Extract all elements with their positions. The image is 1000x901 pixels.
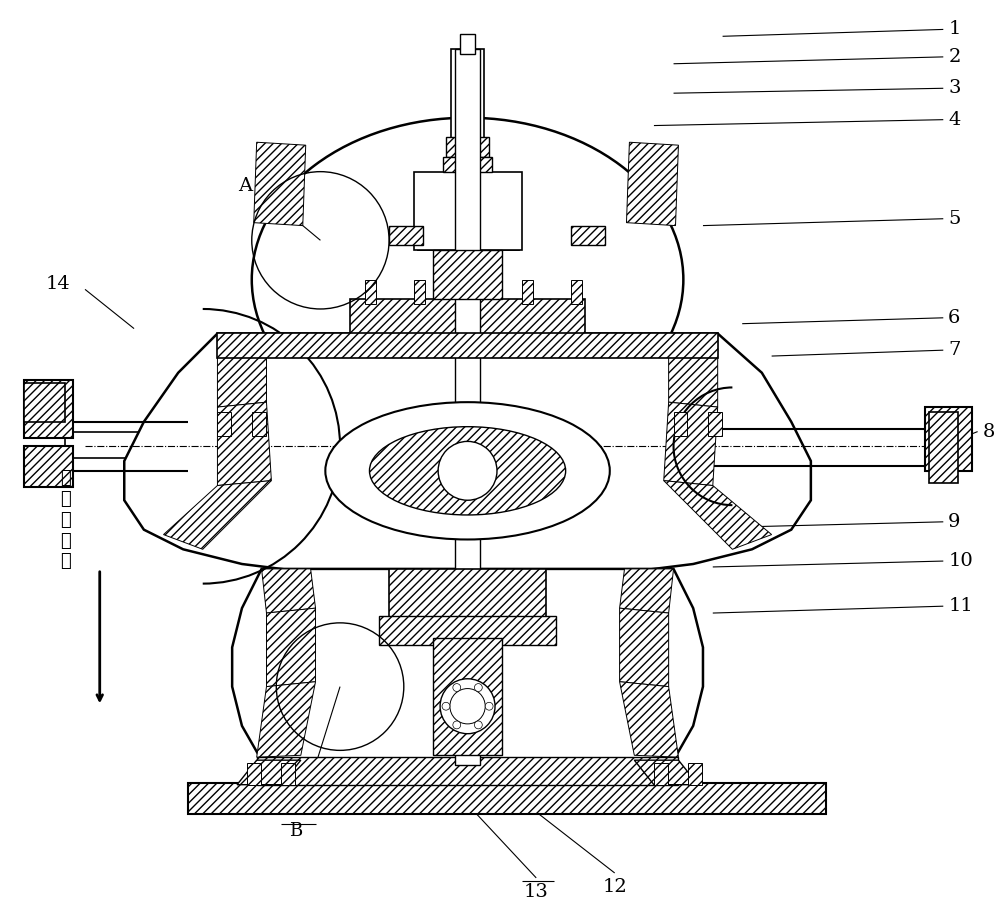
Polygon shape bbox=[188, 783, 826, 815]
Polygon shape bbox=[262, 569, 316, 613]
Polygon shape bbox=[674, 412, 687, 435]
Polygon shape bbox=[620, 682, 678, 757]
Polygon shape bbox=[634, 760, 698, 785]
Polygon shape bbox=[124, 333, 811, 578]
Polygon shape bbox=[708, 412, 722, 435]
Polygon shape bbox=[433, 250, 502, 299]
Polygon shape bbox=[626, 142, 678, 225]
Text: 5: 5 bbox=[948, 210, 961, 228]
Polygon shape bbox=[389, 225, 423, 245]
Text: 14: 14 bbox=[46, 276, 70, 294]
Polygon shape bbox=[247, 763, 261, 785]
Text: A: A bbox=[238, 177, 252, 196]
Polygon shape bbox=[925, 407, 972, 471]
Polygon shape bbox=[252, 412, 266, 435]
Polygon shape bbox=[620, 608, 669, 687]
Polygon shape bbox=[281, 763, 295, 785]
Circle shape bbox=[453, 684, 461, 691]
Polygon shape bbox=[433, 638, 502, 755]
Polygon shape bbox=[163, 480, 271, 550]
Polygon shape bbox=[443, 157, 492, 172]
Polygon shape bbox=[571, 225, 605, 245]
Polygon shape bbox=[232, 569, 703, 760]
Circle shape bbox=[474, 684, 482, 691]
Polygon shape bbox=[379, 616, 556, 645]
Polygon shape bbox=[24, 379, 73, 439]
Polygon shape bbox=[522, 279, 533, 304]
Polygon shape bbox=[257, 682, 316, 757]
Polygon shape bbox=[24, 446, 73, 487]
Circle shape bbox=[485, 702, 493, 710]
Polygon shape bbox=[460, 34, 475, 54]
Circle shape bbox=[450, 688, 485, 724]
Polygon shape bbox=[389, 569, 546, 618]
Polygon shape bbox=[65, 432, 198, 458]
Ellipse shape bbox=[325, 402, 610, 540]
Polygon shape bbox=[217, 333, 266, 407]
Text: 8: 8 bbox=[983, 423, 995, 441]
Polygon shape bbox=[571, 279, 582, 304]
Text: 2: 2 bbox=[948, 48, 961, 66]
Text: 4: 4 bbox=[948, 111, 961, 129]
Ellipse shape bbox=[252, 118, 683, 441]
Polygon shape bbox=[654, 763, 668, 785]
Polygon shape bbox=[266, 608, 316, 687]
Polygon shape bbox=[414, 279, 425, 304]
Polygon shape bbox=[350, 299, 585, 348]
Polygon shape bbox=[417, 172, 519, 250]
Circle shape bbox=[440, 678, 495, 733]
Text: 1: 1 bbox=[948, 21, 961, 39]
Text: 7: 7 bbox=[948, 341, 961, 359]
Circle shape bbox=[474, 721, 482, 729]
Circle shape bbox=[453, 721, 461, 729]
Polygon shape bbox=[451, 49, 484, 167]
Text: 12: 12 bbox=[602, 878, 627, 896]
Polygon shape bbox=[414, 172, 522, 250]
Polygon shape bbox=[620, 569, 674, 613]
Polygon shape bbox=[929, 412, 958, 483]
Polygon shape bbox=[237, 760, 301, 785]
Polygon shape bbox=[669, 333, 718, 407]
Polygon shape bbox=[217, 412, 231, 435]
Polygon shape bbox=[455, 49, 480, 765]
Polygon shape bbox=[688, 763, 702, 785]
Polygon shape bbox=[257, 757, 678, 785]
Text: 超
重
力
方
向: 超 重 力 方 向 bbox=[60, 469, 71, 570]
Polygon shape bbox=[24, 383, 65, 422]
Polygon shape bbox=[664, 402, 718, 486]
Circle shape bbox=[442, 702, 450, 710]
Polygon shape bbox=[217, 333, 718, 358]
Polygon shape bbox=[217, 402, 271, 486]
Text: 3: 3 bbox=[948, 79, 961, 97]
Ellipse shape bbox=[369, 427, 566, 515]
Polygon shape bbox=[446, 137, 489, 157]
Polygon shape bbox=[254, 142, 306, 225]
Polygon shape bbox=[365, 279, 376, 304]
Text: B: B bbox=[289, 822, 303, 840]
Polygon shape bbox=[664, 480, 772, 550]
Text: 6: 6 bbox=[948, 309, 961, 327]
Circle shape bbox=[438, 441, 497, 500]
Text: 9: 9 bbox=[948, 513, 961, 531]
Text: 13: 13 bbox=[524, 883, 549, 901]
Text: 10: 10 bbox=[948, 552, 973, 570]
Text: 11: 11 bbox=[948, 597, 973, 615]
